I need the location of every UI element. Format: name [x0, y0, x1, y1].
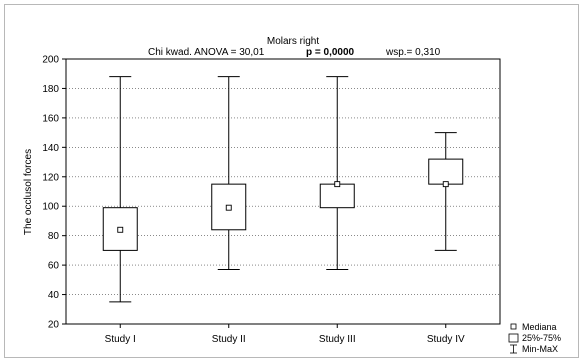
y-tick-label: 180 [42, 84, 59, 95]
legend-entry-iqr: 25%-75% [522, 333, 561, 343]
chart-subtitle-anova: Chi kwad. ANOVA = 30,01 [148, 47, 265, 58]
y-tick-label: 100 [42, 202, 59, 213]
median-marker [117, 226, 124, 233]
chart-frame [4, 4, 579, 358]
box-1 [102, 76, 138, 303]
y-tick-label: 140 [42, 143, 59, 154]
chart-title: Molars right [267, 36, 319, 47]
plot-area [65, 58, 501, 325]
x-tick-label: Study I [105, 334, 136, 345]
legend-entry-minmax: Min-MaX [522, 344, 558, 354]
y-tick-label: 120 [42, 172, 59, 183]
iqr-box [428, 158, 464, 185]
legend: Mediana 25%-75% Min-MaX [508, 322, 561, 354]
y-tick-label: 80 [48, 231, 60, 242]
x-tick-label: Study II [212, 334, 246, 345]
y-tick-label: 160 [42, 113, 59, 124]
y-tick-label: 40 [48, 290, 60, 301]
y-axis-label: The occlusol forces [23, 149, 34, 235]
x-tick-label: Study III [319, 334, 356, 345]
box-4 [428, 132, 464, 251]
box-3 [319, 76, 355, 271]
iqr-box [319, 183, 355, 209]
median-marker [225, 204, 232, 211]
x-axis-ticks: Study I Study II Study III Study IV [105, 324, 465, 345]
legend-entry-median: Mediana [522, 322, 557, 332]
chart-subtitle-p-value: p = 0,0000 [306, 47, 355, 58]
legend-box-marker [508, 333, 519, 343]
median-marker [442, 181, 449, 188]
box-2 [211, 76, 247, 271]
y-tick-label: 60 [48, 261, 60, 272]
grid-lines [66, 88, 500, 295]
x-tick-label: Study IV [427, 334, 465, 345]
median-marker [334, 181, 341, 188]
y-tick-label: 20 [48, 320, 60, 331]
y-tick-label: 200 [42, 55, 59, 66]
legend-median-marker [510, 323, 517, 330]
chart-subtitle-coef: wsp.= 0,310 [385, 47, 441, 58]
y-axis-ticks: 20 40 60 80 100 120 140 160 180 200 [42, 55, 66, 331]
box-series [102, 76, 464, 303]
